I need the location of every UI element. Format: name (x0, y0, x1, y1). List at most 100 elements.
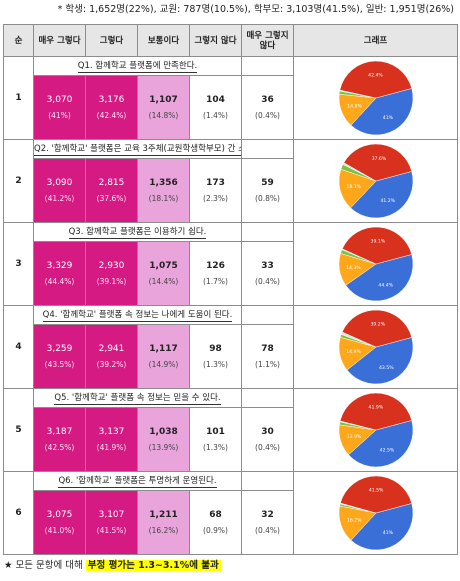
header-order: 순 (3, 24, 34, 57)
question-title: Q2. '함께학교' 플랫폼은 교육 3주체(교원학생학부모) 간 소통에 도움… (33, 139, 242, 159)
cell-very-disagree: 59 (0.8%) (241, 158, 294, 223)
count-value: 3,070 (46, 95, 73, 105)
cell-agree: 3,107 (41.5%) (85, 490, 138, 555)
count-value: 1,117 (149, 344, 178, 354)
pie-label-agree: 41.5% (368, 488, 383, 494)
cell-agree: 2,941 (39.2%) (85, 324, 138, 389)
count-value: 3,075 (46, 510, 73, 520)
count-value: 3,329 (46, 261, 73, 271)
question-title: Q4. '함께학교' 플랫폼 속 정보는 나에게 도움이 된다. (33, 305, 242, 325)
cell-agree: 3,137 (41.9%) (85, 407, 138, 472)
count-value: 2,815 (98, 178, 125, 188)
percent-value: (0.8%) (255, 194, 280, 203)
pie-chart-cell: 44.4% 39.1% 14.3% (293, 222, 458, 306)
count-value: 3,176 (98, 95, 125, 105)
pie-slice-neutral (338, 168, 376, 209)
pie-label-very-agree: 42.5% (379, 448, 394, 454)
pie-slice-agree (342, 143, 412, 182)
percent-value: (37.6%) (96, 194, 127, 203)
cell-neutral: 1,038 (13.9%) (137, 407, 190, 472)
count-value: 2,941 (98, 344, 125, 354)
pie-label-neutral: 16.2% (346, 518, 361, 524)
count-value: 101 (206, 427, 225, 437)
pie-chart: 41.2% 37.6% 18.1% (338, 143, 413, 219)
cell-disagree: 68 (0.9%) (189, 490, 242, 555)
cell-very-agree: 3,075 (41.0%) (33, 490, 86, 555)
count-value: 2,930 (98, 261, 125, 271)
count-value: 98 (209, 344, 222, 354)
pie-slice-agree (339, 392, 412, 431)
pie-chart-cell: 42.5% 41.9% 13.9% (293, 388, 458, 472)
pie-label-very-agree: 43.5% (379, 365, 394, 371)
percent-value: (0.4%) (255, 526, 280, 535)
percent-value: (41.2%) (44, 194, 75, 203)
title-spacer (241, 388, 294, 408)
count-value: 3,187 (46, 427, 73, 437)
title-spacer (241, 56, 294, 76)
percent-value: (41%) (48, 111, 71, 120)
title-spacer (241, 305, 294, 325)
question-text: Q4. '함께학교' 플랫폼 속 정보는 나에게 도움이 된다. (42, 310, 233, 322)
question-text: Q6. '함께학교' 플랫폼은 투명하게 운영된다. (58, 476, 217, 488)
percent-value: (42.4%) (96, 111, 127, 120)
percent-value: (1.1%) (255, 360, 280, 369)
cell-neutral: 1,211 (16.2%) (137, 490, 190, 555)
count-value: 33 (261, 261, 274, 271)
count-value: 59 (261, 178, 274, 188)
header-very-disagree: 매우 그렇지 않다 (241, 24, 294, 57)
percent-value: (41.0%) (44, 526, 75, 535)
header-disagree: 그렇지 않다 (189, 24, 242, 57)
header-very-agree: 매우 그렇다 (33, 24, 86, 57)
pie-slice-agree (341, 309, 412, 348)
percent-value: (44.4%) (44, 277, 75, 286)
question-text: Q2. '함께학교' 플랫폼은 교육 3주체(교원학생학부모) 간 소통에 도움… (34, 144, 241, 156)
pie-slice-agree (339, 475, 412, 514)
question-number: 4 (3, 305, 34, 389)
question-number: 1 (3, 56, 34, 140)
question-text: Q5. '함께학교' 플랫폼 속 정보는 믿을 수 있다. (54, 393, 221, 405)
cell-very-agree: 3,329 (44.4%) (33, 241, 86, 306)
pie-chart-cell: 41% 42.4% 14.8% (293, 56, 458, 140)
cell-agree: 2,815 (37.6%) (85, 158, 138, 223)
percent-value: (0.4%) (255, 277, 280, 286)
cell-disagree: 126 (1.7%) (189, 241, 242, 306)
question-title: Q6. '함께학교' 플랫폼은 투명하게 운영된다. (33, 471, 242, 491)
question-number: 3 (3, 222, 34, 306)
pie-slice-very-agree (350, 503, 413, 551)
cell-very-agree: 3,090 (41.2%) (33, 158, 86, 223)
count-value: 126 (206, 261, 225, 271)
percent-value: (0.4%) (255, 111, 280, 120)
question-number: 2 (3, 139, 34, 223)
count-value: 1,211 (149, 510, 178, 520)
cell-very-agree: 3,187 (42.5%) (33, 407, 86, 472)
percent-value: (41.5%) (96, 526, 127, 535)
pie-label-agree: 39.2% (370, 322, 385, 328)
question-values-row: 3,259 (43.5%) 2,941 (39.2%) 1,117 (14.9%) 98 (1… (4, 324, 458, 389)
pie-label-agree: 37.6% (371, 156, 386, 162)
question-title-row: 1 Q1. 함께학교 플랫폼에 만족한다. 41% 42.4% 14.8% (3, 56, 458, 140)
pie-slice-agree (339, 60, 412, 99)
pie-label-very-agree: 41.2% (380, 198, 395, 204)
cell-very-disagree: 32 (0.4%) (241, 490, 294, 555)
pie-chart: 41% 41.5% 16.2% (338, 475, 413, 551)
cell-very-disagree: 30 (0.4%) (241, 407, 294, 472)
header-neutral: 보통이다 (137, 24, 190, 57)
count-value: 1,038 (149, 427, 178, 437)
question-title-row: 6 Q6. '함께학교' 플랫폼은 투명하게 운영된다. 41% 41.5% 16.2% (3, 471, 458, 555)
pie-slice-very-agree (350, 88, 413, 136)
count-value: 30 (261, 427, 274, 437)
pie-slice-very-agree (344, 254, 413, 302)
percent-value: (14.4%) (148, 277, 179, 286)
pie-label-agree: 39.1% (370, 239, 385, 245)
count-value: 3,259 (46, 344, 73, 354)
cell-neutral: 1,117 (14.9%) (137, 324, 190, 389)
cell-neutral: 1,356 (18.1%) (137, 158, 190, 223)
count-value: 173 (206, 178, 225, 188)
cell-disagree: 173 (2.3%) (189, 158, 242, 223)
percent-value: (1.3%) (203, 443, 228, 452)
percent-value: (0.4%) (255, 443, 280, 452)
respondent-summary: * 학생: 1,652명(22%), 교원: 787명(10.5%), 학부모:… (57, 4, 454, 15)
pie-label-very-agree: 44.4% (378, 282, 393, 288)
pie-chart: 43.5% 39.2% 14.9% (338, 309, 413, 385)
pie-label-neutral: 13.9% (346, 434, 361, 440)
